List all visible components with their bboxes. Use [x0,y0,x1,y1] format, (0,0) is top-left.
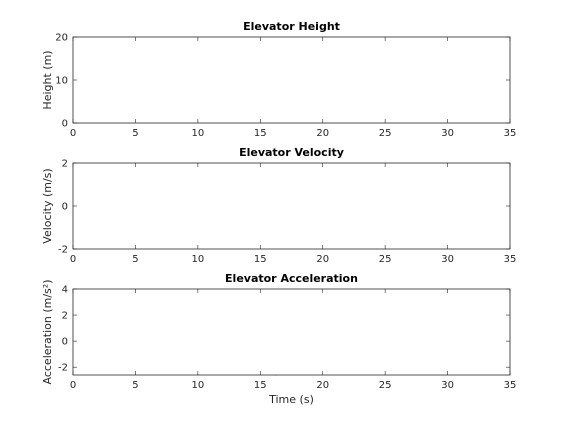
height-axes-frame [72,36,511,124]
acceleration-y-tick-label: 2 [62,311,68,322]
height-y-axis-label: Height (m) [41,50,54,109]
velocity-x-tick-label: 30 [441,254,454,265]
velocity-x-tick-label: 15 [254,254,267,265]
height-y-tick-label: 10 [55,76,68,87]
acceleration-x-tick-label: 0 [70,380,76,391]
acceleration-x-tick-label: 10 [191,380,204,391]
velocity-x-tick-label: 10 [191,254,204,265]
velocity-y-tick-label: 0 [62,202,68,213]
velocity-chart-title: Elevator Velocity [239,146,344,159]
acceleration-y-tick-label: 0 [62,337,68,348]
velocity-axes-frame [72,162,511,250]
height-x-tick-label: 10 [191,128,204,139]
acceleration-y-tick-label: -2 [58,363,68,374]
height-y-tick-label: 20 [55,33,68,44]
acceleration-x-tick-label: 30 [441,380,454,391]
subplot-height: 0 5 10 15 20 25 30 35 0 10 20 Elevator Height Height… [41,20,516,139]
acceleration-x-axis-label: Time (s) [268,393,314,406]
velocity-y-axis-label: Velocity (m/s) [41,168,54,243]
velocity-y-tick-label: 2 [62,159,68,170]
height-x-tick-label: 20 [316,128,329,139]
acceleration-y-axis-label: Acceleration (m/s²) [41,280,54,385]
acceleration-chart-title: Elevator Acceleration [225,272,358,285]
velocity-x-tick-label: 35 [504,254,517,265]
acceleration-x-tick-label: 15 [254,380,267,391]
velocity-x-tick-label: 0 [70,254,76,265]
height-x-tick-label: 35 [504,128,517,139]
velocity-x-tick-label: 25 [379,254,392,265]
acceleration-x-tick-label: 25 [379,380,392,391]
height-x-tick-label: 0 [70,128,76,139]
velocity-y-tick-label: -2 [58,245,68,256]
height-y-tick-label: 0 [62,119,68,130]
acceleration-x-tick-label: 35 [504,380,517,391]
height-x-tick-label: 30 [441,128,454,139]
acceleration-x-tick-label: 20 [316,380,329,391]
velocity-x-tick-label: 20 [316,254,329,265]
acceleration-y-tick-label: 4 [62,285,68,296]
acceleration-x-tick-label: 5 [132,380,138,391]
height-chart-title: Elevator Height [243,20,340,33]
velocity-x-tick-label: 5 [132,254,138,265]
height-x-tick-label: 25 [379,128,392,139]
acceleration-axes-frame [72,288,511,376]
height-x-tick-label: 5 [132,128,138,139]
height-x-tick-label: 15 [254,128,267,139]
